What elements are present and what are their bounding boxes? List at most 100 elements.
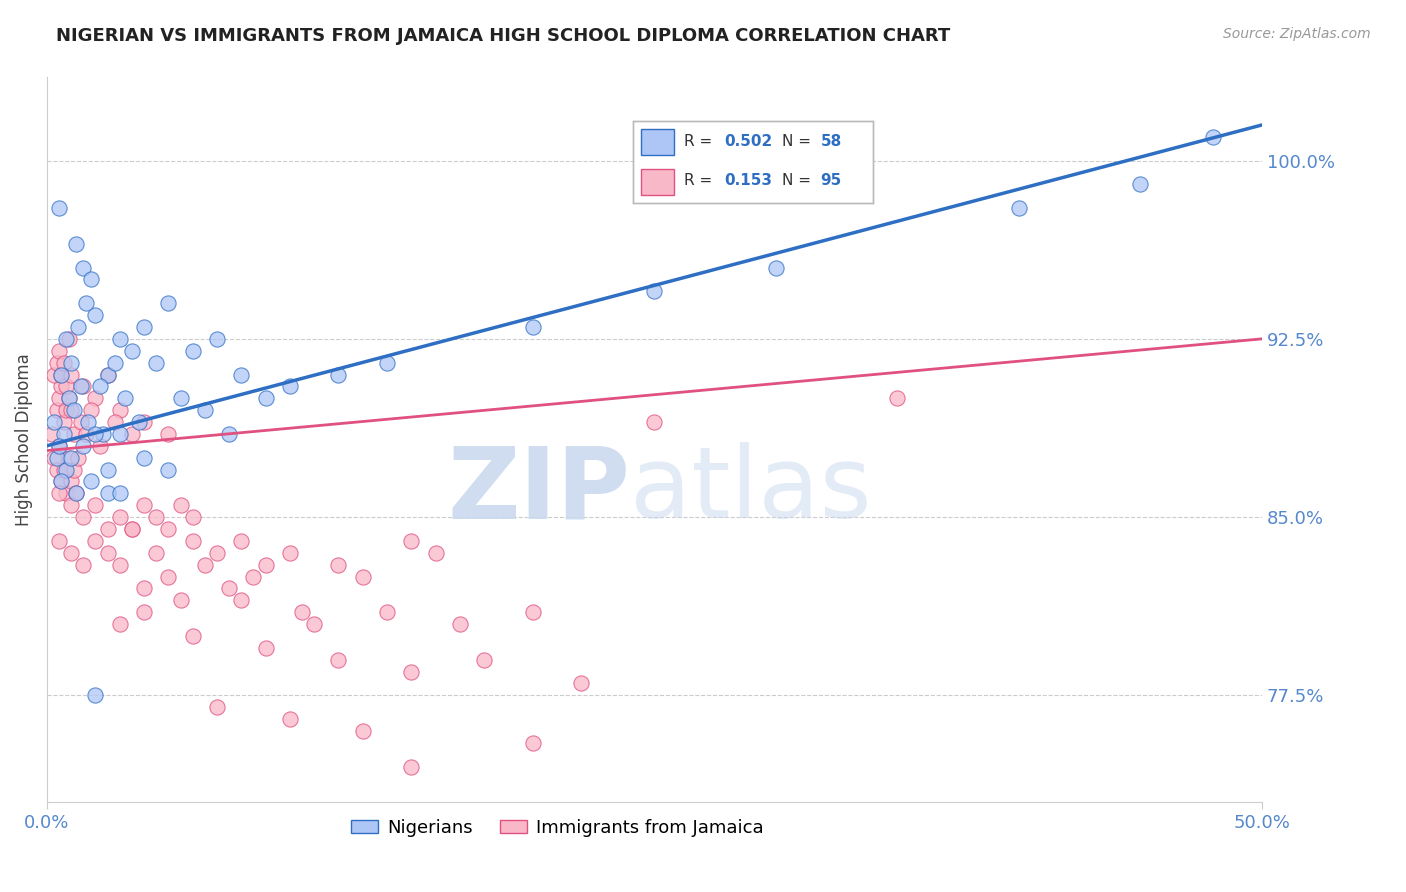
Point (55, 379, 77, 393)
Point (145, 546, 167, 560)
Text: ZIP: ZIP (447, 442, 630, 539)
Point (60, 450, 83, 465)
Point (48, 439, 70, 453)
Point (121, 522, 143, 536)
Point (75, 296, 97, 310)
Point (45, 450, 67, 465)
Point (522, 736, 544, 750)
Point (51, 475, 73, 489)
Point (425, 546, 447, 560)
Point (108, 426, 131, 441)
Point (89, 439, 111, 453)
Point (449, 617, 471, 632)
Point (79, 475, 101, 489)
Bar (641, 129, 673, 155)
Point (169, 391, 191, 405)
Point (52, 356, 75, 370)
Point (132, 320, 155, 334)
Point (91, 426, 114, 441)
Point (84, 498, 107, 512)
Point (132, 450, 155, 465)
Text: 95: 95 (820, 173, 842, 188)
Point (48, 391, 70, 405)
Point (1129, 178, 1152, 192)
Point (157, 296, 180, 310)
Point (51, 368, 73, 382)
Point (52, 426, 75, 441)
Point (48, 201, 70, 215)
Point (72, 558, 94, 572)
Point (48, 533, 70, 548)
Point (128, 415, 150, 429)
Point (41, 426, 63, 441)
Point (157, 522, 180, 536)
Point (157, 569, 180, 583)
Point (181, 343, 204, 358)
Point (254, 640, 277, 655)
Point (62, 403, 84, 417)
Point (108, 403, 131, 417)
Point (60, 498, 83, 512)
Point (121, 426, 143, 441)
Point (72, 439, 94, 453)
Point (104, 356, 127, 370)
Point (60, 368, 83, 382)
Point (51, 368, 73, 382)
Point (401, 533, 423, 548)
Point (97, 368, 120, 382)
Point (375, 356, 398, 370)
Point (145, 356, 167, 370)
Point (65, 486, 87, 500)
Point (254, 558, 277, 572)
Point (522, 605, 544, 619)
Point (108, 558, 131, 572)
Point (108, 617, 131, 632)
Point (291, 605, 314, 619)
Text: N =: N = (782, 134, 815, 149)
Point (55, 403, 77, 417)
Point (121, 522, 143, 536)
Point (60, 546, 83, 560)
Point (51, 475, 73, 489)
Point (108, 486, 131, 500)
Point (132, 582, 155, 596)
Point (72, 260, 94, 275)
Point (302, 617, 325, 632)
Point (67, 320, 90, 334)
Point (1202, 129, 1225, 144)
Point (55, 332, 77, 346)
Text: NIGERIAN VS IMMIGRANTS FROM JAMAICA HIGH SCHOOL DIPLOMA CORRELATION CHART: NIGERIAN VS IMMIGRANTS FROM JAMAICA HIGH… (56, 27, 950, 45)
Point (51, 379, 73, 393)
Point (375, 605, 398, 619)
Point (70, 415, 93, 429)
Point (522, 320, 544, 334)
Point (45, 356, 67, 370)
Text: 0.153: 0.153 (724, 173, 772, 188)
Point (472, 653, 495, 667)
Point (97, 546, 120, 560)
Point (45, 462, 67, 476)
Point (60, 356, 83, 370)
Bar (641, 169, 673, 195)
Point (401, 759, 423, 773)
Point (278, 379, 301, 393)
Point (328, 368, 350, 382)
Point (48, 343, 70, 358)
Point (58, 332, 80, 346)
Point (75, 426, 97, 441)
Point (79, 272, 101, 286)
Point (58, 391, 80, 405)
Point (352, 569, 374, 583)
Point (97, 522, 120, 536)
Text: atlas: atlas (630, 442, 872, 539)
Text: Source: ZipAtlas.com: Source: ZipAtlas.com (1223, 27, 1371, 41)
Point (97, 368, 120, 382)
Point (231, 593, 253, 607)
Point (84, 426, 107, 441)
Point (643, 285, 665, 299)
Text: R =: R = (683, 134, 717, 149)
Point (254, 391, 277, 405)
Point (55, 462, 77, 476)
Point (157, 462, 180, 476)
Point (205, 700, 228, 714)
